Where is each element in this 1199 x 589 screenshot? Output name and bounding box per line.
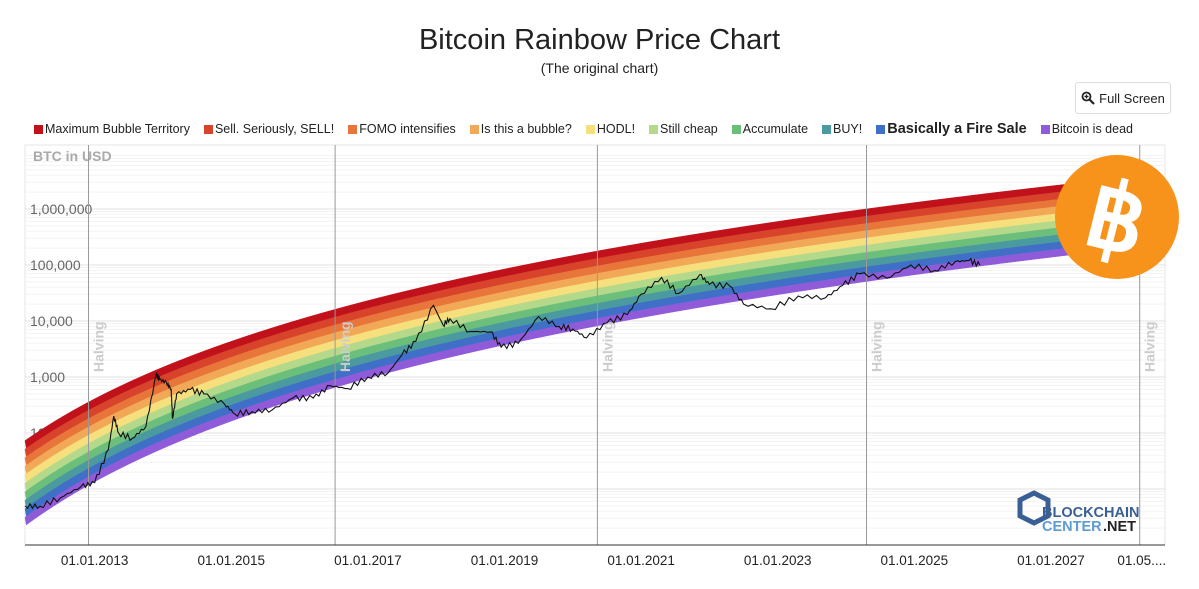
legend: Maximum Bubble Territory Sell. Seriously,… [34,121,1133,137]
legend-item[interactable]: Sell. Seriously, SELL! [203,122,335,136]
legend-label: FOMO intensifies [359,122,456,136]
bitcoin-logo-circle [1055,155,1179,279]
legend-swatch [34,124,43,134]
chart-subtitle: (The original chart) [540,60,659,76]
legend-label: Maximum Bubble Territory [45,122,190,136]
legend-swatch [1040,124,1050,134]
watermark-text: CENTER [1042,519,1102,535]
legend-swatch [876,124,886,134]
x-tick-label: 01.01.2023 [744,553,812,568]
y-tick-label: 100,000 [30,257,81,273]
halving-label: Halving [869,321,885,372]
blockchaincenter-cube-icon [1017,490,1051,526]
legend-item[interactable]: HODL! [585,122,636,136]
full-screen-label: Full Screen [1099,90,1165,106]
legend-item[interactable]: Basically a Fire Sale [876,121,1027,137]
y-tick-label: 1,000,000 [30,201,92,217]
halving-label: Halving [337,321,353,372]
legend-label: Is this a bubble? [480,122,572,136]
legend-item[interactable]: Maximum Bubble Territory [34,122,190,136]
legend-label: Still cheap [660,122,718,136]
legend-swatch [731,124,741,134]
legend-swatch [203,124,213,134]
legend-item[interactable]: Is this a bubble? [469,122,572,136]
x-tick-label: 01.01.2027 [1017,553,1085,568]
legend-swatch [822,124,832,134]
x-tick-label: 01.01.2021 [607,553,675,568]
chart-title: Bitcoin Rainbow Price Chart [418,24,781,56]
y-tick-label: 1,000 [30,369,65,385]
legend-swatch [649,124,659,134]
x-tick-label: 01.01.2025 [881,553,949,568]
legend-item[interactable]: Accumulate [731,122,809,136]
legend-item[interactable]: Bitcoin is dead [1040,122,1133,136]
legend-label: Bitcoin is dead [1051,122,1133,136]
x-tick-label: 01.05.... [1117,553,1166,568]
x-tick-label: 01.01.2019 [471,553,539,568]
legend-swatch [348,124,358,134]
btc-price-line [24,257,981,510]
x-tick-label: 01.01.2017 [334,553,402,568]
watermark-text: BLOCKCHAIN [1042,505,1139,521]
legend-swatch [585,124,595,134]
legend-label: HODL! [596,122,636,136]
zoom-in-icon [1081,91,1095,105]
full-screen-button[interactable]: Full Screen [1075,82,1171,114]
bitcoin-logo-icon: ฿ [1055,155,1179,279]
legend-item[interactable]: Still cheap [649,122,718,136]
watermark-text: .NET [1103,519,1136,535]
y-tick-label: 10,000 [30,313,73,329]
x-tick-label: 01.01.2013 [61,553,129,568]
legend-label: Accumulate [742,122,809,136]
legend-item[interactable]: FOMO intensifies [348,122,456,136]
x-tick-label: 01.01.2015 [197,553,265,568]
halving-label: Halving [599,321,615,372]
legend-label: Sell. Seriously, SELL! [214,122,335,136]
legend-label: BUY! [833,122,863,136]
legend-swatch [469,124,479,134]
y-axis-label: BTC in USD [33,148,112,164]
legend-item[interactable]: BUY! [822,122,862,136]
halving-label: Halving [1142,321,1158,372]
legend-label: Basically a Fire Sale [887,121,1027,137]
halving-label: Halving [91,321,107,372]
